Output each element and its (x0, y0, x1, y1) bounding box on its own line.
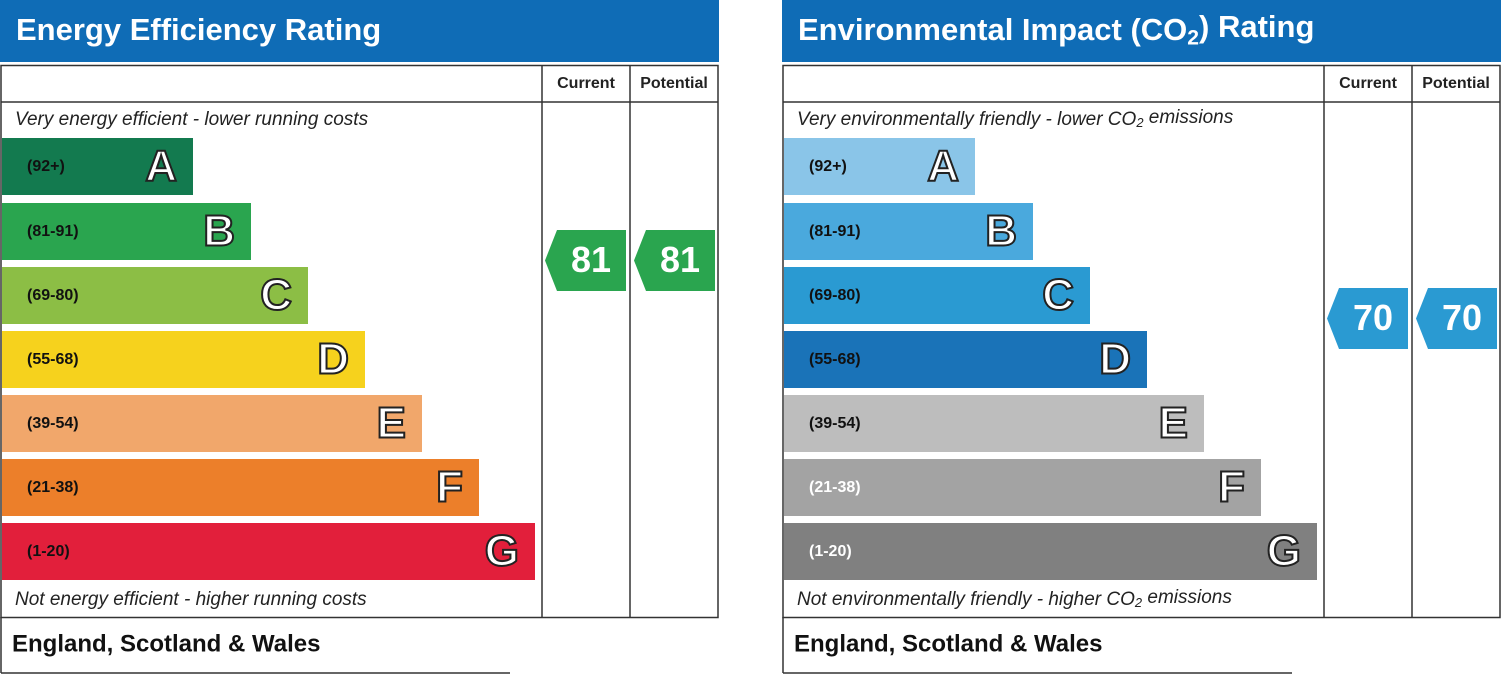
panel-title-part: Energy Efficiency Rating (16, 12, 381, 47)
band-letter: G (485, 527, 519, 576)
title-bar (0, 0, 719, 62)
rating-value: 81 (660, 239, 700, 280)
band-letter: C (1042, 271, 1074, 320)
rating-arrow (634, 230, 715, 291)
band-range: (39-54) (809, 415, 861, 432)
band-bar (2, 203, 251, 260)
band-bar (2, 395, 422, 452)
band-letter: C (260, 271, 292, 320)
band-letter: E (377, 399, 406, 448)
rating-arrow (545, 230, 626, 291)
band-bar (784, 331, 1147, 388)
band-bar (784, 203, 1033, 260)
band-range: (55-68) (27, 351, 79, 368)
bottom-note-part: Not energy efficient - higher running co… (15, 589, 367, 610)
panel-title-part: ) Rating (1199, 9, 1314, 44)
band-range: (69-80) (27, 287, 79, 304)
band-letter: D (1099, 335, 1131, 384)
rating-arrow (1327, 288, 1408, 349)
bottom-note-part: Not environmentally friendly - higher CO (797, 589, 1135, 610)
band-range: (55-68) (809, 351, 861, 368)
bottom-note: Not energy efficient - higher running co… (15, 589, 367, 610)
band-bar (784, 267, 1090, 324)
band-bar (2, 331, 365, 388)
panel-title-subscript: 2 (1187, 26, 1199, 49)
band-bar (2, 138, 193, 195)
band-letter: A (145, 142, 177, 191)
top-note-part: Very energy efficient - lower running co… (15, 109, 369, 130)
band-range: (21-38) (809, 479, 861, 496)
column-header: Potential (640, 75, 708, 92)
panel-title: Environmental Impact (CO2) Rating (798, 9, 1314, 49)
top-note-part: Very environmentally friendly - lower CO (797, 109, 1137, 130)
title-bar (782, 0, 1501, 62)
rating-value: 70 (1442, 297, 1482, 338)
band-bar (784, 459, 1261, 516)
band-range: (1-20) (27, 543, 70, 560)
panel-title-part: Environmental Impact (CO (798, 12, 1187, 47)
band-letter: F (436, 463, 463, 512)
top-note: Very energy efficient - lower running co… (15, 109, 369, 130)
footer-text: England, Scotland & Wales (794, 630, 1102, 657)
band-letter: D (317, 335, 349, 384)
rating-value: 70 (1353, 297, 1393, 338)
band-letter: A (927, 142, 959, 191)
rating-value: 81 (571, 239, 611, 280)
bottom-note-part: emissions (1142, 587, 1232, 608)
band-letter: E (1159, 399, 1188, 448)
band-letter: B (985, 207, 1017, 256)
band-range: (21-38) (27, 479, 79, 496)
band-bar (784, 395, 1204, 452)
column-header: Current (557, 75, 615, 92)
top-note-subscript: 2 (1135, 115, 1143, 130)
column-header: Potential (1422, 75, 1490, 92)
band-range: (69-80) (809, 287, 861, 304)
panel-title: Energy Efficiency Rating (16, 12, 381, 47)
band-bar (2, 459, 479, 516)
band-bar (784, 523, 1317, 580)
top-note-part: emissions (1144, 107, 1234, 128)
rating-arrow (1416, 288, 1497, 349)
band-bar (2, 523, 535, 580)
band-letter: B (203, 207, 235, 256)
band-range: (39-54) (27, 415, 79, 432)
band-range: (92+) (27, 158, 65, 175)
band-letter: G (1267, 527, 1301, 576)
bottom-note: Not environmentally friendly - higher CO… (797, 587, 1232, 610)
band-range: (1-20) (809, 543, 852, 560)
band-letter: F (1218, 463, 1245, 512)
footer-text: England, Scotland & Wales (12, 630, 320, 657)
band-range: (92+) (809, 158, 847, 175)
column-header: Current (1339, 75, 1397, 92)
band-bar (784, 138, 975, 195)
band-range: (81-91) (27, 223, 79, 240)
bottom-note-subscript: 2 (1134, 595, 1142, 610)
band-range: (81-91) (809, 223, 861, 240)
band-bar (2, 267, 308, 324)
top-note: Very environmentally friendly - lower CO… (797, 107, 1234, 130)
